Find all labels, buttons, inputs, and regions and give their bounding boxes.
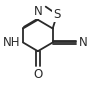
Text: N: N [33, 5, 42, 18]
Text: S: S [53, 8, 61, 21]
Text: O: O [33, 68, 43, 81]
Text: N: N [79, 36, 88, 49]
Text: NH: NH [3, 36, 20, 49]
